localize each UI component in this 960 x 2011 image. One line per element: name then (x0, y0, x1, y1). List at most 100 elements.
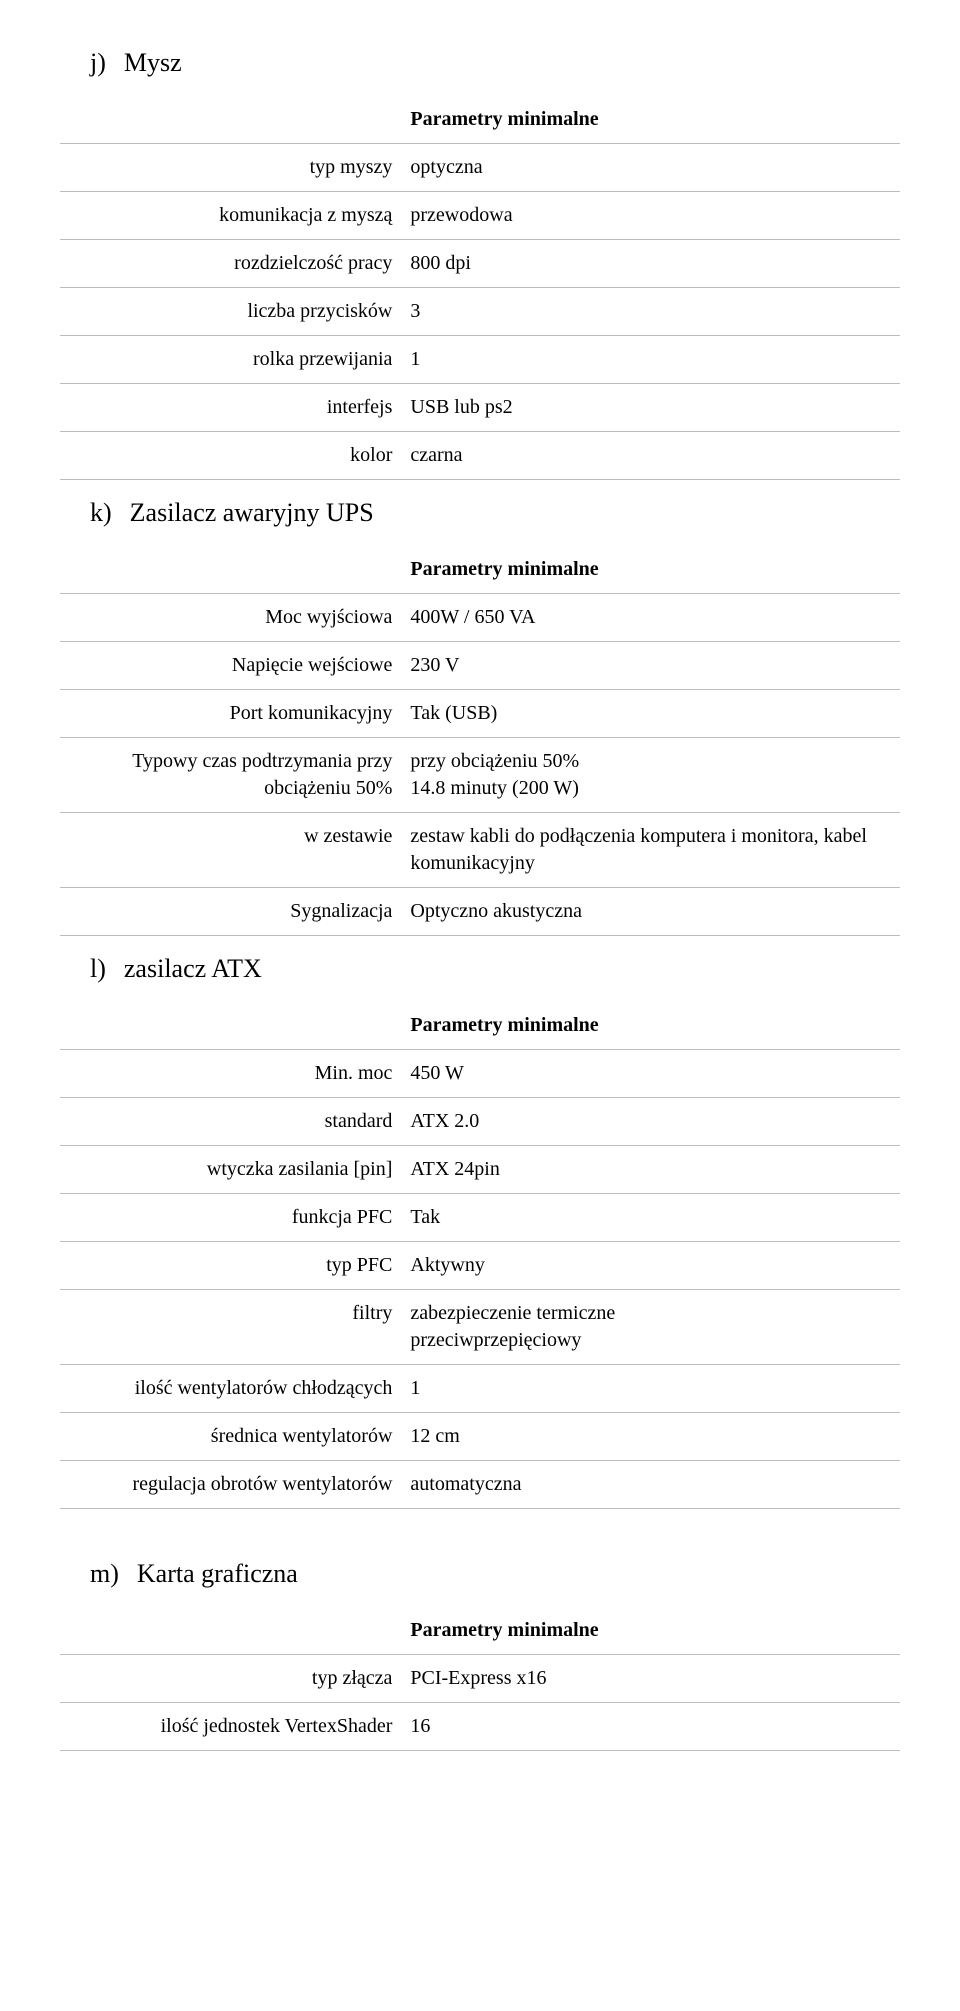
spec-value: Tak (404, 1194, 900, 1242)
table-row: interfejsUSB lub ps2 (60, 384, 900, 432)
spec-table-mouse: Parametry minimalne typ myszyoptycznakom… (60, 96, 900, 480)
spec-label: filtry (60, 1290, 404, 1365)
spec-table-gpu: Parametry minimalne typ złączaPCI-Expres… (60, 1607, 900, 1751)
table-header-row: Parametry minimalne (60, 96, 900, 144)
section-letter: m) (90, 1559, 119, 1588)
table-row: typ myszyoptyczna (60, 144, 900, 192)
section-title: Zasilacz awaryjny UPS (130, 498, 374, 527)
header-label: Parametry minimalne (404, 96, 900, 144)
table-row: typ złączaPCI-Express x16 (60, 1655, 900, 1703)
header-spacer (60, 1607, 404, 1655)
table-header-row: Parametry minimalne (60, 1002, 900, 1050)
spec-label: funkcja PFC (60, 1194, 404, 1242)
spec-value: zabezpieczenie termiczneprzeciwprzepięci… (404, 1290, 900, 1365)
section-title: Mysz (124, 48, 182, 77)
header-spacer (60, 96, 404, 144)
header-spacer (60, 1002, 404, 1050)
table-row: standardATX 2.0 (60, 1098, 900, 1146)
table-row: regulacja obrotów wentylatorówautomatycz… (60, 1461, 900, 1509)
spec-label: komunikacja z myszą (60, 192, 404, 240)
spec-value: 1 (404, 1365, 900, 1413)
spec-label: wtyczka zasilania [pin] (60, 1146, 404, 1194)
spec-label: średnica wentylatorów (60, 1413, 404, 1461)
table-row: SygnalizacjaOptyczno akustyczna (60, 888, 900, 936)
tbody-gpu: typ złączaPCI-Express x16ilość jednostek… (60, 1655, 900, 1751)
table-row: komunikacja z mysząprzewodowa (60, 192, 900, 240)
spec-label: Napięcie wejściowe (60, 642, 404, 690)
table-row: Min. moc450 W (60, 1050, 900, 1098)
table-row: rolka przewijania1 (60, 336, 900, 384)
table-row: Moc wyjściowa400W / 650 VA (60, 594, 900, 642)
spec-label: typ myszy (60, 144, 404, 192)
table-row: funkcja PFCTak (60, 1194, 900, 1242)
section-letter: l) (90, 954, 106, 983)
spec-value: USB lub ps2 (404, 384, 900, 432)
table-header-row: Parametry minimalne (60, 1607, 900, 1655)
table-row: kolorczarna (60, 432, 900, 480)
section-heading-ups: k) Zasilacz awaryjny UPS (90, 498, 900, 528)
spec-value: 16 (404, 1703, 900, 1751)
spec-value: optyczna (404, 144, 900, 192)
spec-label: w zestawie (60, 813, 404, 888)
section-letter: j) (90, 48, 106, 77)
table-row: ilość wentylatorów chłodzących1 (60, 1365, 900, 1413)
section-heading-mouse: j) Mysz (90, 48, 900, 78)
header-spacer (60, 546, 404, 594)
header-label: Parametry minimalne (404, 1002, 900, 1050)
section-title: zasilacz ATX (124, 954, 262, 983)
spec-value: Optyczno akustyczna (404, 888, 900, 936)
spec-value: 3 (404, 288, 900, 336)
spec-label: Typowy czas podtrzymania przy obciążeniu… (60, 738, 404, 813)
tbody-atx: Min. moc450 WstandardATX 2.0wtyczka zasi… (60, 1050, 900, 1509)
section-letter: k) (90, 498, 112, 527)
table-row: filtryzabezpieczenie termiczneprzeciwprz… (60, 1290, 900, 1365)
section-title: Karta graficzna (137, 1559, 298, 1588)
spec-value: przy obciążeniu 50%14.8 minuty (200 W) (404, 738, 900, 813)
spec-label: typ PFC (60, 1242, 404, 1290)
spec-label: interfejs (60, 384, 404, 432)
tbody-mouse: typ myszyoptycznakomunikacja z mysząprze… (60, 144, 900, 480)
section-heading-atx: l) zasilacz ATX (90, 954, 900, 984)
spec-value: 450 W (404, 1050, 900, 1098)
table-row: ilość jednostek VertexShader16 (60, 1703, 900, 1751)
table-header-row: Parametry minimalne (60, 546, 900, 594)
spec-value: Tak (USB) (404, 690, 900, 738)
spec-label: kolor (60, 432, 404, 480)
spec-label: Port komunikacyjny (60, 690, 404, 738)
table-row: typ PFCAktywny (60, 1242, 900, 1290)
page: j) Mysz Parametry minimalne typ myszyopty… (0, 0, 960, 1821)
table-row: średnica wentylatorów12 cm (60, 1413, 900, 1461)
spec-value: 1 (404, 336, 900, 384)
spec-value: Aktywny (404, 1242, 900, 1290)
spec-value: zestaw kabli do podłączenia komputera i … (404, 813, 900, 888)
section-heading-gpu: m) Karta graficzna (90, 1559, 900, 1589)
spec-label: ilość jednostek VertexShader (60, 1703, 404, 1751)
spec-value: automatyczna (404, 1461, 900, 1509)
table-row: wtyczka zasilania [pin]ATX 24pin (60, 1146, 900, 1194)
spec-table-ups: Parametry minimalne Moc wyjściowa400W / … (60, 546, 900, 936)
table-row: w zestawiezestaw kabli do podłączenia ko… (60, 813, 900, 888)
spec-table-atx: Parametry minimalne Min. moc450 Wstandar… (60, 1002, 900, 1509)
spec-value: 12 cm (404, 1413, 900, 1461)
spec-label: typ złącza (60, 1655, 404, 1703)
header-label: Parametry minimalne (404, 1607, 900, 1655)
spec-label: Moc wyjściowa (60, 594, 404, 642)
table-row: liczba przycisków3 (60, 288, 900, 336)
spec-value: czarna (404, 432, 900, 480)
spec-value: 230 V (404, 642, 900, 690)
spec-value: PCI-Express x16 (404, 1655, 900, 1703)
spec-label: Min. moc (60, 1050, 404, 1098)
spec-value: 400W / 650 VA (404, 594, 900, 642)
table-row: Port komunikacyjnyTak (USB) (60, 690, 900, 738)
spec-value: 800 dpi (404, 240, 900, 288)
spec-label: rolka przewijania (60, 336, 404, 384)
spec-value: przewodowa (404, 192, 900, 240)
header-label: Parametry minimalne (404, 546, 900, 594)
spec-label: standard (60, 1098, 404, 1146)
table-row: rozdzielczość pracy800 dpi (60, 240, 900, 288)
tbody-ups: Moc wyjściowa400W / 650 VANapięcie wejśc… (60, 594, 900, 936)
spec-value: ATX 24pin (404, 1146, 900, 1194)
spec-label: regulacja obrotów wentylatorów (60, 1461, 404, 1509)
spec-value: ATX 2.0 (404, 1098, 900, 1146)
spec-label: liczba przycisków (60, 288, 404, 336)
